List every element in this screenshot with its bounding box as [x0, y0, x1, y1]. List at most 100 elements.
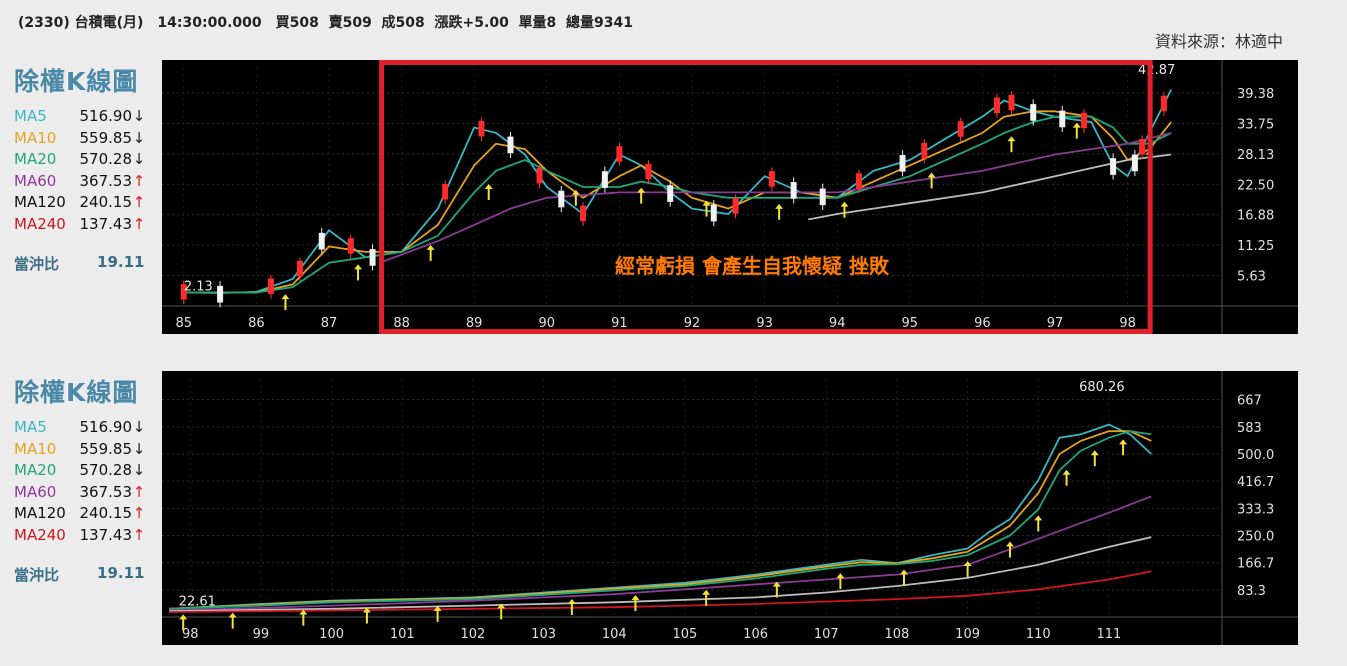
signal-arrow-head [900, 569, 908, 575]
x-tick-label: 99 [253, 627, 270, 642]
candle-up [1081, 112, 1088, 129]
ma-value: 367.53 [79, 171, 133, 190]
signal-arrow-head [281, 294, 290, 300]
candle-up [1160, 95, 1167, 112]
ratio-value: 19.11 [97, 253, 145, 271]
x-tick-label: 103 [531, 627, 556, 642]
down-arrow-icon: ↓ [132, 418, 146, 436]
x-tick-label: 108 [885, 627, 910, 642]
ma-list: MA5 516.90 ↓ MA10 559.85 ↓ MA20 570.28 ↓ MA60 367.… [14, 417, 149, 546]
candle-down [369, 249, 376, 266]
ma-line-ma120 [169, 536, 1152, 612]
ma-line-ma10 [169, 430, 1152, 610]
value-annotation: 680.26 [1079, 380, 1125, 395]
highlight-box [379, 60, 1153, 334]
ma-value: 137.43 [79, 214, 133, 233]
ma-list: MA5 516.90 ↓ MA10 559.85 ↓ MA20 570.28 ↓ MA60 367.… [14, 106, 149, 235]
candle-up [768, 171, 775, 187]
ma-row-ma10: MA10 559.85 ↓ [14, 439, 149, 461]
indicator-panel-top: 除權K線圖 MA5 516.90 ↓ MA10 559.85 ↓ MA20 570.28 ↓ MA… [14, 62, 149, 274]
day-trade-ratio: 當沖比 19.11 [14, 564, 149, 585]
signal-arrow-head [637, 187, 646, 193]
signal-arrow-head [1006, 541, 1014, 547]
candle-down [558, 190, 565, 208]
ma-name: MA5 [14, 418, 47, 436]
up-arrow-icon: ↑ [132, 482, 146, 501]
ma-line-ma120 [808, 153, 1172, 221]
ma-name: MA10 [14, 439, 57, 458]
panel-title: 除權K線圖 [14, 67, 139, 96]
candle-down [507, 136, 514, 154]
y-tick-label: 500.0 [1237, 448, 1274, 463]
signal-arrow-head [1007, 136, 1016, 142]
y-tick-label: 667 [1237, 394, 1262, 409]
x-tick-label: 94 [829, 316, 846, 331]
up-arrow-icon: ↑ [132, 171, 146, 190]
ma-value: 559.85 [79, 128, 133, 147]
signal-arrow-head [228, 612, 237, 618]
signal-arrow-head [179, 614, 188, 620]
signal-arrow-head [836, 573, 845, 579]
candle-up [1139, 139, 1146, 155]
x-tick-label: 93 [756, 316, 773, 331]
ma-value: 570.28 [79, 150, 133, 168]
signal-arrow-head [702, 589, 711, 595]
ma-name: MA20 [14, 461, 57, 479]
ma-value: 516.90 [79, 107, 133, 125]
candle-down [710, 204, 717, 222]
x-tick-label: 91 [611, 316, 628, 331]
day-trade-ratio: 當沖比 19.11 [14, 253, 149, 274]
ma-name: MA60 [14, 171, 57, 190]
signal-arrow-head [963, 561, 972, 567]
y-tick-label: 11.25 [1237, 239, 1274, 254]
ratio-label: 當沖比 [14, 566, 60, 584]
candle-down [899, 154, 906, 172]
ma-line-ma240 [169, 570, 1152, 613]
ma-line-ma20 [169, 430, 1152, 610]
candle-up [732, 198, 739, 214]
ma-name: MA20 [14, 150, 57, 168]
x-tick-label: 101 [390, 627, 415, 642]
candle-down [1059, 110, 1066, 128]
ma-value: 367.53 [79, 482, 133, 501]
kline-chart-bottom-svg: 667 583 500.0 416.7 333.3 250.0 166.7 83.3 98 99 1… [162, 371, 1298, 645]
y-tick-label: 28.13 [1237, 148, 1274, 163]
ma-row-ma5: MA5 516.90 ↓ [14, 417, 149, 439]
ma-row-ma120: MA120 240.15 ↑ [14, 192, 149, 214]
down-arrow-icon: ↓ [132, 107, 146, 125]
candle-up [267, 278, 274, 294]
x-tick-label: 98 [1119, 316, 1136, 331]
ma-name: MA240 [14, 525, 66, 544]
ma-row-ma120: MA120 240.15 ↑ [14, 503, 149, 525]
x-tick-label: 90 [539, 316, 556, 331]
ma-name: MA5 [14, 107, 47, 125]
signal-arrow-head [1062, 469, 1071, 475]
candle-down [217, 285, 224, 303]
signal-arrow-head [1090, 450, 1099, 456]
signal-arrow-head [426, 244, 435, 250]
ma-name: MA120 [14, 193, 66, 211]
ma-row-ma20: MA20 570.28 ↓ [14, 149, 149, 171]
candle-down [1030, 104, 1037, 121]
x-tick-label: 86 [248, 316, 265, 331]
signal-arrow-head [775, 203, 784, 209]
ma-line-ma5 [169, 423, 1152, 610]
candle-up [645, 163, 652, 180]
ma-value: 570.28 [79, 461, 133, 479]
ma-line-ma60 [169, 495, 1152, 612]
x-tick-label: 96 [974, 316, 991, 331]
ma-row-ma240: MA240 137.43 ↑ [14, 214, 149, 236]
signal-arrow-head [927, 172, 936, 178]
ma-line-ma10 [183, 110, 1172, 294]
up-arrow-icon: ↑ [132, 193, 146, 211]
value-annotation: 2.13 [184, 279, 213, 294]
candle-up [536, 167, 543, 184]
down-arrow-icon: ↓ [132, 128, 146, 147]
signal-arrow-head [299, 609, 308, 615]
signal-arrow-head [484, 183, 493, 189]
candle-down [819, 188, 826, 206]
x-tick-label: 102 [461, 627, 486, 642]
ma-line-ma60 [379, 132, 1172, 264]
y-tick-label: 22.50 [1237, 178, 1274, 193]
y-tick-label: 39.38 [1237, 87, 1274, 102]
